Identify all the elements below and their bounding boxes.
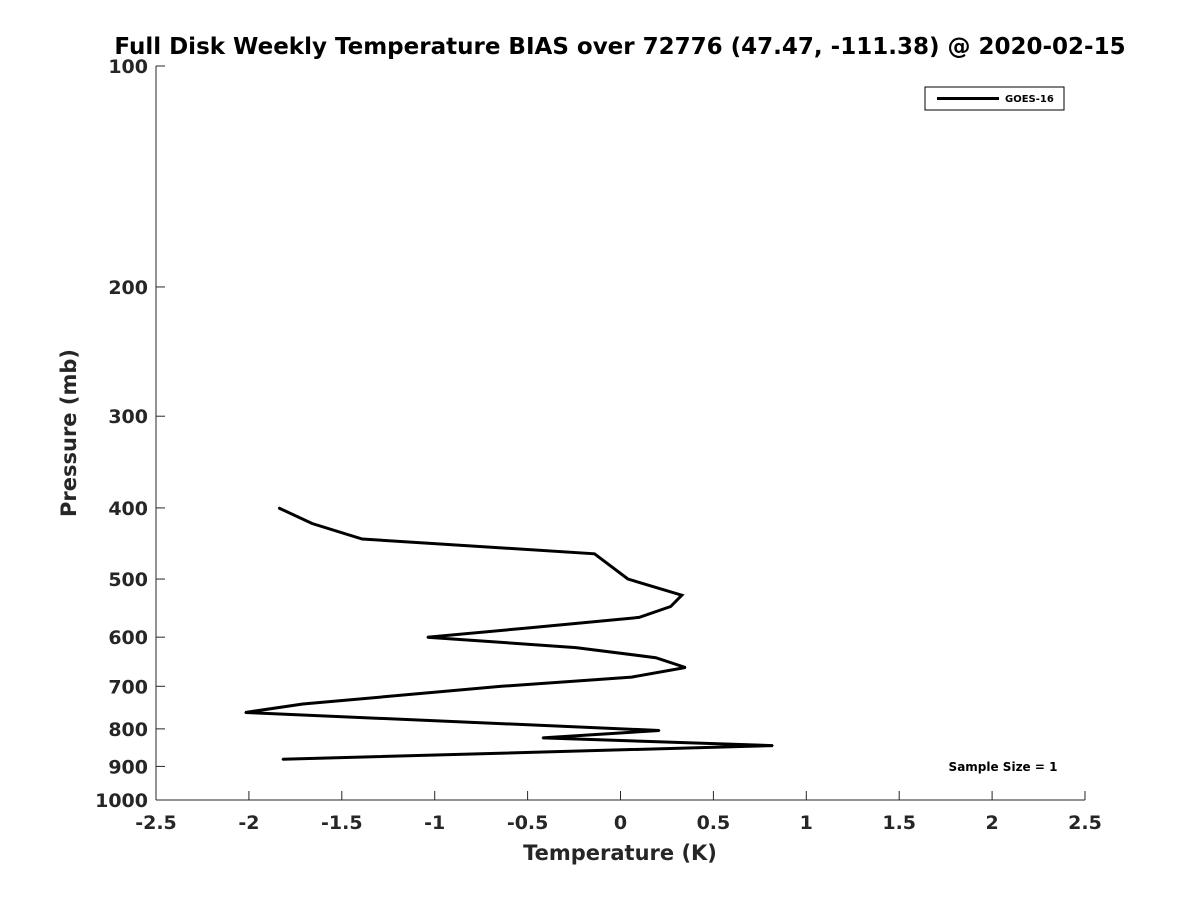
y-tick-label: 100 bbox=[108, 56, 148, 78]
y-tick-label: 900 bbox=[108, 756, 148, 778]
data-point bbox=[500, 685, 503, 688]
data-point bbox=[244, 711, 246, 714]
y-tick-label: 800 bbox=[108, 719, 148, 741]
data-point bbox=[361, 538, 364, 540]
x-tick-label: 0.5 bbox=[697, 812, 731, 834]
data-point bbox=[638, 616, 640, 619]
y-tick-label: 1000 bbox=[95, 790, 148, 812]
x-tick-label: 2.5 bbox=[1068, 812, 1102, 834]
x-tick-label: 1.5 bbox=[882, 812, 916, 834]
y-axis-label: Pressure (mb) bbox=[57, 349, 81, 517]
data-point bbox=[281, 758, 284, 761]
data-point bbox=[684, 666, 687, 669]
x-axis-ticks: -2.5 -2 -1.5 -1 -0.5 0 0.5 1 1.5 2 2.5 bbox=[135, 791, 1102, 834]
series-line-goes-16 bbox=[244, 506, 773, 761]
y-tick-label: 200 bbox=[108, 277, 148, 299]
data-point bbox=[575, 646, 577, 649]
x-tick-label: 1 bbox=[800, 812, 813, 834]
axes bbox=[155, 66, 1085, 801]
x-tick-label: -1.5 bbox=[321, 812, 363, 834]
x-tick-label: 2 bbox=[985, 812, 998, 834]
data-point bbox=[669, 605, 672, 608]
x-tick-label: 0 bbox=[614, 812, 627, 834]
data-point bbox=[772, 744, 774, 747]
x-tick-label: -1 bbox=[424, 812, 445, 834]
y-tick-label: 400 bbox=[108, 498, 148, 520]
legend: GOES-16 bbox=[924, 86, 1065, 111]
y-axis-ticks: 100 200 300 400 500 600 700 800 900 1000 bbox=[95, 56, 165, 812]
y-tick-label: 700 bbox=[108, 676, 148, 698]
chart-title: Full Disk Weekly Temperature BIAS over 7… bbox=[114, 34, 1125, 60]
data-point bbox=[658, 729, 661, 732]
data-point bbox=[301, 703, 304, 705]
x-tick-label: -2.5 bbox=[135, 812, 177, 834]
data-point bbox=[277, 507, 280, 509]
y-tick-label: 300 bbox=[108, 406, 148, 428]
y-tick-label: 500 bbox=[108, 569, 148, 591]
data-point bbox=[630, 676, 633, 678]
data-point bbox=[526, 627, 529, 629]
data-point bbox=[627, 578, 629, 580]
data-point bbox=[681, 594, 683, 597]
legend-label-goes-16: GOES-16 bbox=[1005, 94, 1054, 105]
data-point bbox=[655, 656, 657, 659]
data-point bbox=[426, 636, 429, 638]
x-tick-label: -2 bbox=[238, 812, 259, 834]
sample-size-annotation: Sample Size = 1 bbox=[949, 760, 1058, 774]
y-tick-label: 600 bbox=[108, 627, 148, 649]
data-point bbox=[593, 553, 596, 555]
x-tick-label: -0.5 bbox=[507, 812, 549, 834]
data-point bbox=[311, 522, 313, 525]
series-layer bbox=[244, 506, 774, 761]
x-axis-label: Temperature (K) bbox=[523, 841, 717, 865]
data-point bbox=[541, 737, 544, 739]
